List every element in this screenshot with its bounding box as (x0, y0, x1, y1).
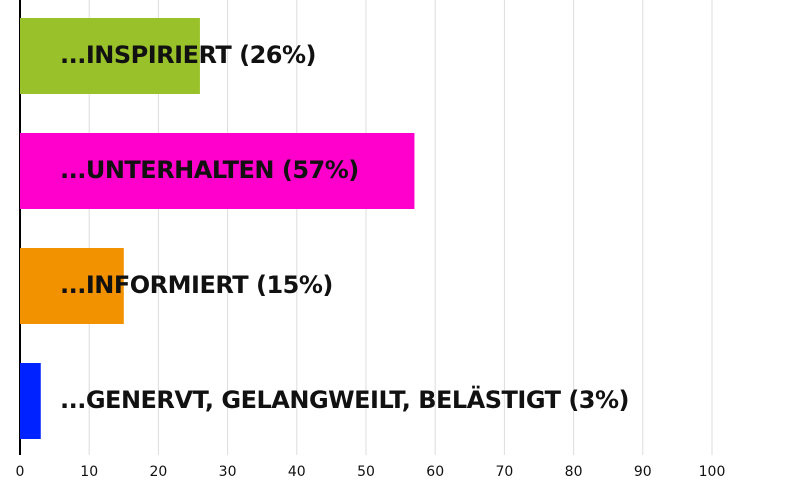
x-tick-label: 90 (634, 464, 652, 480)
x-tick-label: 100 (699, 464, 726, 480)
x-tick-label: 40 (288, 464, 306, 480)
category-label: ...GENERVT, GELANGWEILT, BELÄSTIGT (3%) (60, 385, 629, 414)
bar (20, 18, 200, 94)
x-tick-label: 50 (357, 464, 375, 480)
x-tick-label: 70 (495, 464, 513, 480)
bar (20, 363, 41, 439)
bar (20, 248, 124, 324)
category-label: ...INSPIRIERT (26%) (60, 41, 316, 69)
x-tick-label: 30 (219, 464, 237, 480)
bar (20, 133, 415, 209)
category-label: ...INFORMIERT (15%) (60, 271, 333, 299)
x-tick-label: 80 (565, 464, 583, 480)
x-tick-label: 10 (80, 464, 98, 480)
category-label: ...UNTERHALTEN (57%) (60, 156, 359, 184)
x-tick-label: 0 (16, 464, 25, 480)
x-tick-label: 60 (426, 464, 444, 480)
x-tick-label: 20 (149, 464, 167, 480)
